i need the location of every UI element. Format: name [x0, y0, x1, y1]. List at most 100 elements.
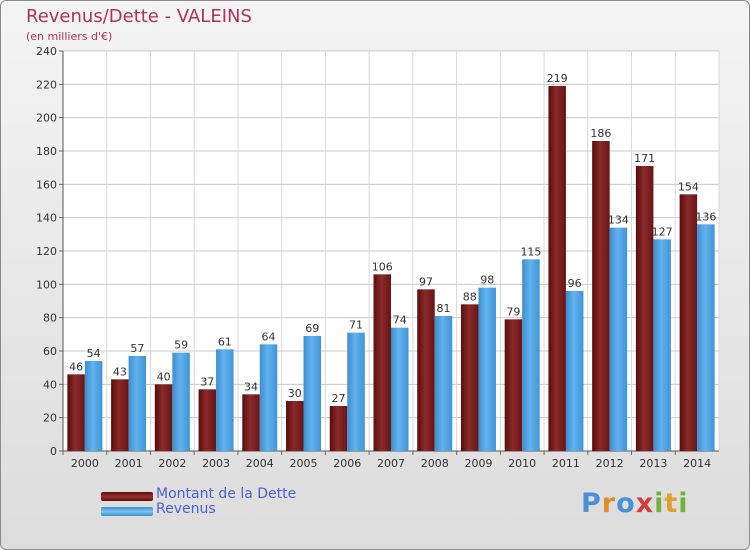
- x-tick-label: 2001: [115, 457, 143, 470]
- data-labels: 4654435740593761346430692771106749781889…: [69, 72, 716, 405]
- data-label-revenue-2002: 59: [174, 339, 188, 352]
- bar-debt-2002: [154, 384, 173, 451]
- x-tick-label: 2006: [333, 457, 361, 470]
- x-tick-label: 2008: [421, 457, 449, 470]
- bar-debt-2005: [286, 401, 304, 451]
- data-label-revenue-2000: 54: [87, 347, 101, 360]
- data-label-debt-2003: 37: [200, 375, 214, 388]
- logo-letter: i: [678, 488, 689, 519]
- data-label-debt-2012: 186: [590, 127, 611, 140]
- data-label-debt-2011: 219: [547, 72, 568, 85]
- bar-revenue-2008: [434, 316, 453, 451]
- data-label-revenue-2013: 127: [652, 225, 673, 238]
- bar-revenue-2009: [478, 287, 496, 451]
- bar-revenue-2013: [653, 239, 671, 451]
- bar-revenue-2005: [303, 336, 322, 451]
- legend-label-debt: Montant de la Dette: [156, 486, 297, 502]
- x-tick-label: 2010: [508, 457, 536, 470]
- logo-letter: t: [664, 488, 679, 519]
- x-tick-label: 2003: [202, 457, 230, 470]
- data-label-debt-2010: 79: [506, 305, 520, 318]
- x-tick-label: 2011: [552, 457, 580, 470]
- bar-debt-2008: [417, 289, 435, 451]
- data-label-debt-2001: 43: [113, 365, 127, 378]
- data-label-debt-2013: 171: [634, 152, 655, 165]
- data-label-revenue-2014: 136: [695, 210, 716, 223]
- bar-revenue-2011: [565, 291, 584, 451]
- legend-swatch-revenue: [101, 507, 153, 516]
- data-label-debt-2004: 34: [244, 380, 258, 393]
- y-tick-label: 60: [43, 345, 57, 358]
- bar-revenue-2012: [609, 227, 628, 451]
- x-tick-label: 2005: [290, 457, 318, 470]
- y-tick-label: 80: [43, 312, 57, 325]
- y-tick-label: 0: [50, 445, 57, 458]
- y-tick-label: 120: [36, 245, 57, 258]
- data-label-debt-2009: 88: [463, 290, 477, 303]
- bar-debt-2003: [198, 389, 217, 451]
- data-label-revenue-2005: 69: [305, 322, 319, 335]
- bar-revenue-2006: [347, 332, 365, 451]
- bars: [67, 86, 715, 452]
- logo-letter: r: [601, 488, 617, 519]
- y-tick-label: 200: [36, 112, 57, 125]
- x-tick-label: 2004: [246, 457, 274, 470]
- bar-debt-2014: [679, 194, 698, 452]
- data-label-debt-2006: 27: [332, 392, 346, 405]
- data-label-revenue-2011: 96: [568, 277, 582, 290]
- data-label-debt-2005: 30: [288, 387, 302, 400]
- y-tick-label: 160: [36, 178, 57, 191]
- legend-swatch-debt: [101, 492, 153, 501]
- bar-debt-2011: [548, 86, 566, 451]
- bar-debt-2006: [329, 406, 348, 451]
- data-label-revenue-2007: 74: [393, 314, 407, 327]
- bar-revenue-2001: [128, 356, 147, 451]
- x-tick-label: 2009: [464, 457, 492, 470]
- data-label-debt-2014: 154: [678, 180, 699, 193]
- chart-title: Revenus/Dette - VALEINS: [26, 6, 252, 27]
- bar-revenue-2007: [391, 327, 409, 451]
- legend-label-revenue: Revenus: [156, 501, 216, 517]
- bar-debt-2007: [373, 274, 391, 451]
- data-label-debt-2002: 40: [157, 370, 171, 383]
- data-label-debt-2008: 97: [419, 275, 433, 288]
- y-tick-label: 220: [36, 78, 57, 91]
- data-label-revenue-2008: 81: [436, 302, 450, 315]
- data-label-revenue-2004: 64: [262, 330, 276, 343]
- bar-debt-2000: [67, 374, 85, 451]
- bar-revenue-2010: [522, 259, 540, 451]
- logo-letter: P: [581, 488, 602, 519]
- y-tick-label: 180: [36, 145, 57, 158]
- x-tick-label: 2012: [596, 457, 624, 470]
- data-label-revenue-2003: 61: [218, 335, 232, 348]
- bar-debt-2013: [635, 166, 654, 451]
- y-tick-label: 40: [43, 378, 57, 391]
- bar-revenue-2004: [259, 344, 278, 451]
- bar-revenue-2002: [172, 352, 190, 451]
- data-label-revenue-2009: 98: [480, 274, 494, 287]
- logo-letter: i: [654, 488, 665, 519]
- bar-debt-2009: [460, 304, 479, 451]
- bar-debt-2001: [111, 379, 129, 451]
- data-label-revenue-2010: 115: [520, 245, 541, 258]
- y-tick-label: 240: [36, 45, 57, 58]
- data-label-revenue-2001: 57: [130, 342, 144, 355]
- x-tick-label: 2002: [158, 457, 186, 470]
- data-label-revenue-2012: 134: [608, 214, 629, 227]
- y-tick-label: 100: [36, 278, 57, 291]
- bar-debt-2004: [242, 394, 260, 451]
- bar-revenue-2014: [697, 224, 715, 451]
- x-tick-label: 2000: [71, 457, 99, 470]
- data-label-debt-2000: 46: [69, 360, 83, 373]
- y-tick-label: 20: [43, 412, 57, 425]
- x-tick-label: 2014: [683, 457, 711, 470]
- chart-subtitle: (en milliers d'€): [26, 30, 113, 43]
- x-tick-label: 2013: [639, 457, 667, 470]
- logo-letter: x: [635, 488, 655, 519]
- y-tick-label: 140: [36, 212, 57, 225]
- bar-debt-2012: [592, 141, 610, 451]
- bar-debt-2010: [504, 319, 523, 451]
- bar-revenue-2000: [84, 361, 103, 451]
- logo-letter: o: [616, 488, 636, 519]
